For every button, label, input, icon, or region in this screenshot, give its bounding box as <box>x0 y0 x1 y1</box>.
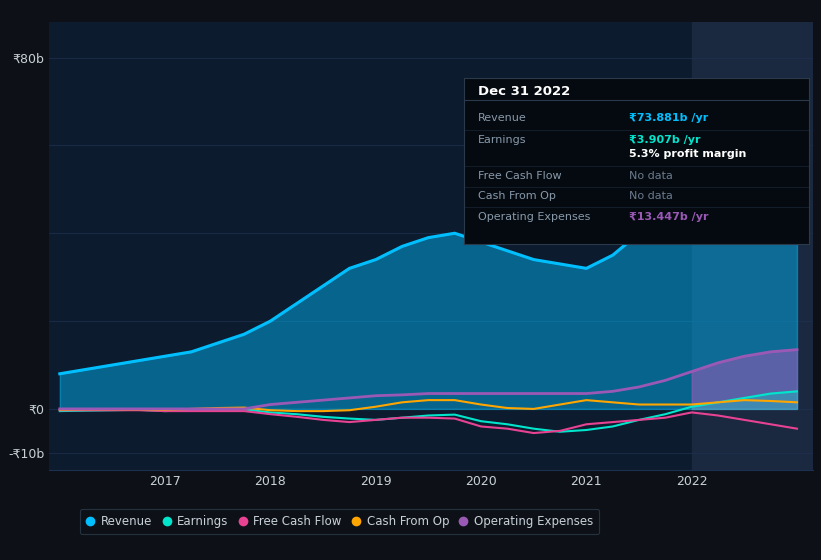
Text: Cash From Op: Cash From Op <box>478 191 556 200</box>
Text: No data: No data <box>630 171 673 181</box>
Text: Revenue: Revenue <box>478 113 526 123</box>
Legend: Revenue, Earnings, Free Cash Flow, Cash From Op, Operating Expenses: Revenue, Earnings, Free Cash Flow, Cash … <box>80 509 599 534</box>
Text: Earnings: Earnings <box>478 134 526 144</box>
Text: Dec 31 2022: Dec 31 2022 <box>478 85 570 98</box>
Text: ₹3.907b /yr: ₹3.907b /yr <box>630 134 701 144</box>
Bar <box>691 22 821 470</box>
Text: ₹73.881b /yr: ₹73.881b /yr <box>630 113 709 123</box>
Text: Operating Expenses: Operating Expenses <box>478 212 590 222</box>
Text: ₹13.447b /yr: ₹13.447b /yr <box>630 212 709 222</box>
Text: No data: No data <box>630 191 673 200</box>
Text: 5.3% profit margin: 5.3% profit margin <box>630 150 747 160</box>
Text: Free Cash Flow: Free Cash Flow <box>478 171 562 181</box>
